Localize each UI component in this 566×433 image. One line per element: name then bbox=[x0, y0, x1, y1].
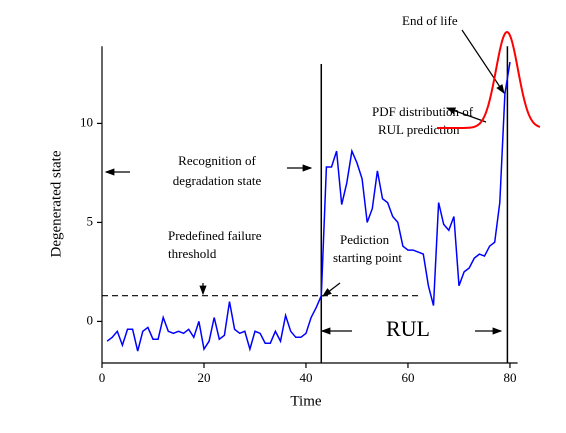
y-tick-label: 10 bbox=[80, 114, 93, 129]
arrow bbox=[322, 282, 341, 297]
y-tick-label: 5 bbox=[87, 213, 94, 228]
x-axis-title: Time bbox=[290, 393, 321, 409]
annotation: Recognition of bbox=[178, 153, 256, 168]
x-tick-label: 40 bbox=[299, 370, 312, 385]
arrow bbox=[461, 29, 505, 94]
x-tick-label: 0 bbox=[99, 370, 106, 385]
annotation: Predefined failure bbox=[168, 228, 262, 243]
data-line bbox=[106, 61, 511, 352]
pdf-curve bbox=[437, 30, 541, 129]
annotation: degradation state bbox=[173, 173, 262, 188]
annotation: PDF distribution of bbox=[372, 104, 474, 119]
annotation: RUL prediction bbox=[378, 122, 460, 137]
annotation: starting point bbox=[333, 250, 402, 265]
arrow bbox=[445, 107, 487, 123]
annotation: Pediction bbox=[340, 232, 390, 247]
annotation: threshold bbox=[168, 246, 217, 261]
y-axis-title: Degenerated state bbox=[48, 150, 64, 257]
annotation: End of life bbox=[402, 13, 458, 28]
y-tick-label: 0 bbox=[87, 312, 94, 327]
annotation: RUL bbox=[386, 316, 430, 341]
x-tick-label: 60 bbox=[401, 370, 414, 385]
x-tick-label: 80 bbox=[503, 370, 516, 385]
x-tick-label: 20 bbox=[197, 370, 210, 385]
